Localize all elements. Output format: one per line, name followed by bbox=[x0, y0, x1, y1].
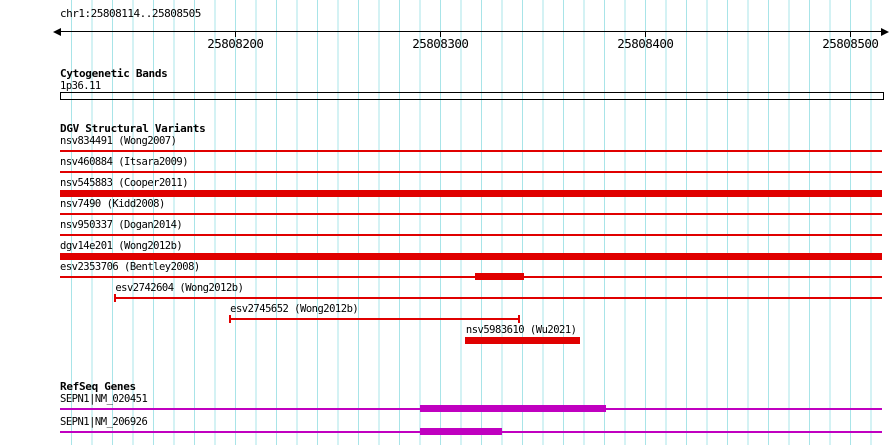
feature-label[interactable]: nsv834491 (Wong2007) bbox=[60, 135, 177, 147]
variant-line[interactable] bbox=[60, 213, 882, 215]
variant-line[interactable] bbox=[60, 150, 882, 152]
ruler-tick-label: 25808400 bbox=[617, 36, 674, 51]
ruler-tick-label: 25808500 bbox=[822, 36, 879, 51]
variant-bar[interactable] bbox=[60, 253, 882, 260]
feature-label[interactable]: SEPN1|NM_206926 bbox=[60, 416, 148, 428]
ruler-tick-label: 25808200 bbox=[207, 36, 264, 51]
ruler-line bbox=[60, 31, 882, 32]
feature-label[interactable]: dgv14e201 (Wong2012b) bbox=[60, 240, 183, 252]
feature-label[interactable]: nsv7490 (Kidd2008) bbox=[60, 198, 165, 210]
ruler-tick bbox=[644, 31, 646, 37]
grid-lines bbox=[71, 0, 883, 445]
region-coordinates: chr1:25808114..25808505 bbox=[60, 7, 201, 20]
variant-line[interactable] bbox=[60, 171, 882, 173]
feature-label[interactable]: esv2353706 (Bentley2008) bbox=[60, 261, 200, 273]
section-title: RefSeq Genes bbox=[60, 380, 136, 393]
feature-label[interactable]: nsv950337 (Dogan2014) bbox=[60, 219, 183, 231]
variant-line[interactable] bbox=[229, 318, 521, 320]
exon-block[interactable] bbox=[419, 428, 502, 435]
section-title: Cytogenetic Bands bbox=[60, 67, 168, 80]
section-title: DGV Structural Variants bbox=[60, 122, 206, 135]
variant-line[interactable] bbox=[114, 297, 882, 299]
feature-endcap bbox=[518, 315, 521, 323]
feature-label[interactable]: nsv5983610 (Wu2021) bbox=[465, 324, 577, 336]
feature-label[interactable]: esv2742604 (Wong2012b) bbox=[115, 282, 244, 294]
exon-block[interactable] bbox=[419, 405, 607, 412]
feature-label[interactable]: 1p36.11 bbox=[60, 80, 101, 92]
arrow-left-icon bbox=[53, 28, 61, 36]
variant-line[interactable] bbox=[60, 234, 882, 236]
variant-bar[interactable] bbox=[60, 190, 882, 197]
cytoband-box[interactable] bbox=[60, 92, 884, 100]
feature-endcap bbox=[114, 294, 117, 302]
feature-label[interactable]: nsv545883 (Cooper2011) bbox=[60, 177, 189, 189]
feature-endcap bbox=[229, 315, 232, 323]
ruler-tick-label: 25808300 bbox=[412, 36, 469, 51]
ruler-tick bbox=[849, 31, 851, 37]
variant-bar[interactable] bbox=[464, 337, 580, 344]
feature-label[interactable]: SEPN1|NM_020451 bbox=[60, 393, 148, 405]
arrow-right-icon bbox=[881, 28, 889, 36]
variant-block[interactable] bbox=[475, 273, 525, 280]
ruler-tick bbox=[234, 31, 236, 37]
feature-label[interactable]: nsv460884 (Itsara2009) bbox=[60, 156, 189, 168]
feature-label[interactable]: esv2745652 (Wong2012b) bbox=[230, 303, 359, 315]
variant-line[interactable] bbox=[60, 276, 882, 278]
ruler-tick bbox=[439, 31, 441, 37]
